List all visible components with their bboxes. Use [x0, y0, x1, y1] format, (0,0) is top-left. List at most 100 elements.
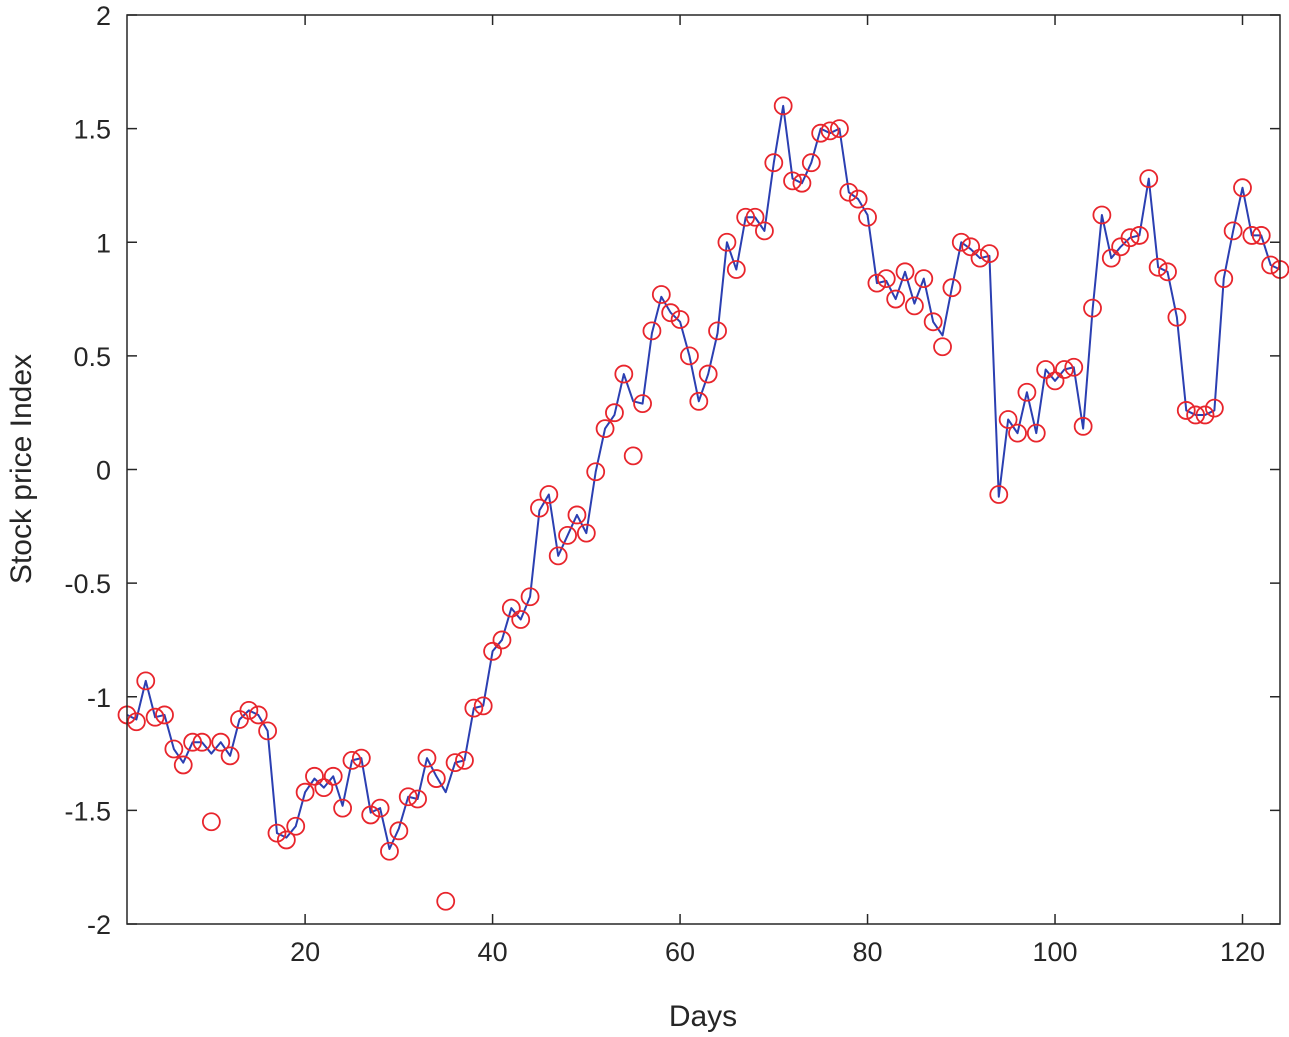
data-point-marker: [1026, 423, 1046, 443]
data-point-marker: [501, 598, 521, 618]
data-point-marker: [689, 391, 709, 411]
data-point-marker: [1158, 262, 1177, 282]
data-point-marker: [126, 712, 146, 732]
data-point-marker: [951, 232, 971, 252]
x-axis-title: Days: [669, 1000, 737, 1033]
data-point-marker: [914, 269, 934, 289]
data-point-marker: [305, 766, 324, 786]
data-point-marker: [183, 732, 203, 752]
data-point-marker: [839, 182, 859, 202]
data-point-marker: [558, 526, 577, 545]
data-point-marker: [436, 891, 456, 911]
data-point-marker: [933, 337, 952, 357]
data-point-marker: [708, 321, 727, 341]
data-point-marker: [1073, 416, 1093, 436]
data-point-marker: [801, 153, 821, 173]
data-point-marker: [830, 119, 849, 139]
data-point-marker: [1261, 255, 1281, 275]
y-tick-label: 0.5: [73, 342, 111, 372]
data-point-marker: [755, 221, 774, 241]
data-point-marker: [389, 821, 409, 841]
data-point-marker: [483, 641, 502, 661]
data-point-marker: [595, 419, 615, 438]
data-point-marker: [511, 610, 531, 629]
data-point-marker: [361, 805, 381, 825]
data-point-marker: [417, 748, 437, 768]
y-tick-label: -1.5: [64, 796, 111, 826]
y-axis-title: Stock price Index: [5, 354, 38, 584]
x-tick-label: 40: [478, 937, 508, 967]
data-point-marker: [726, 260, 746, 279]
data-point-marker: [548, 546, 568, 566]
x-tick-label: 60: [665, 937, 695, 967]
data-point-marker: [764, 153, 784, 173]
data-point-marker: [530, 498, 549, 518]
data-point-marker: [1055, 360, 1074, 379]
y-tick-label: -2: [87, 910, 111, 940]
data-point-marker: [1101, 248, 1121, 268]
data-point-marker: [1223, 221, 1243, 241]
data-point-marker: [923, 312, 943, 332]
y-tick-label: 2: [96, 1, 111, 31]
y-tick-label: 1: [96, 228, 111, 258]
data-point-marker: [811, 123, 831, 143]
data-point-marker: [1120, 228, 1140, 248]
data-point-marker: [380, 841, 399, 861]
data-point-marker: [998, 410, 1018, 429]
data-point-marker: [717, 232, 737, 252]
data-point-marker: [895, 262, 915, 282]
data-point-marker: [351, 748, 371, 768]
data-point-marker: [633, 394, 652, 414]
data-point-marker: [1176, 401, 1196, 420]
data-point-marker: [295, 782, 315, 802]
data-point-marker: [783, 171, 802, 191]
data-point-marker: [155, 705, 174, 725]
data-point-marker: [426, 769, 446, 788]
data-point-marker: [961, 237, 981, 257]
data-point-marker: [445, 753, 465, 773]
y-tick-label: 0: [96, 456, 111, 486]
data-point-marker: [605, 403, 624, 423]
data-point-marker: [276, 830, 296, 850]
data-point-marker: [858, 207, 877, 227]
data-point-marker: [867, 273, 887, 293]
data-point-marker: [698, 364, 718, 384]
data-point-marker: [1186, 405, 1206, 425]
data-point-marker: [848, 189, 868, 209]
data-point-marker: [1233, 178, 1252, 198]
y-tick-label: -1: [87, 683, 111, 713]
data-point-marker: [614, 364, 634, 384]
data-point-marker: [333, 798, 353, 818]
data-point-marker: [342, 750, 362, 770]
data-point-marker: [970, 248, 990, 268]
data-point-marker: [398, 787, 418, 807]
data-point-marker: [1064, 357, 1084, 377]
data-point-marker: [905, 296, 924, 316]
data-point-marker: [942, 278, 962, 298]
data-point-marker: [286, 816, 306, 836]
data-point-marker: [1214, 269, 1234, 289]
x-tick-label: 80: [853, 937, 883, 967]
data-point-marker: [201, 812, 221, 832]
data-point-marker: [314, 778, 334, 798]
data-point-marker: [1167, 307, 1187, 327]
data-point-marker: [1045, 371, 1065, 391]
data-point-marker: [1092, 205, 1112, 225]
data-point-marker: [1251, 226, 1271, 245]
axis-layer: 20 40 60 80 100 120 -2 -1.5 -1 -0.5 0 0.5 1 1.5 2: [64, 1, 1280, 967]
data-point-marker: [1195, 405, 1215, 425]
data-point-marker: [1008, 423, 1027, 443]
data-point-marker: [258, 721, 278, 741]
data-point-marker: [661, 303, 681, 323]
data-point-marker: [248, 705, 268, 725]
data-point-marker: [323, 766, 343, 786]
data-point-marker: [989, 485, 1009, 504]
x-tick-label: 20: [290, 937, 320, 967]
y-tick-label: -0.5: [64, 569, 111, 599]
data-point-marker: [220, 746, 240, 766]
data-point-marker: [1083, 298, 1102, 318]
data-point-marker: [539, 485, 559, 504]
x-tick-label: 100: [1032, 937, 1077, 967]
x-tick-label: 120: [1220, 937, 1265, 967]
